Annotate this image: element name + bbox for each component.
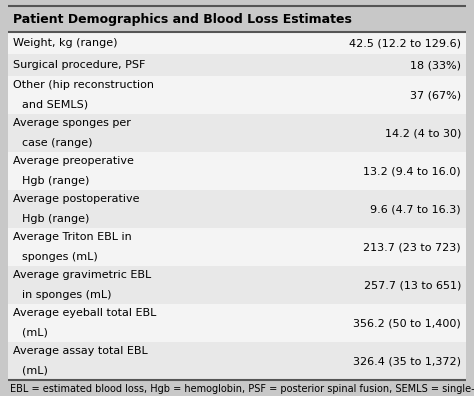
Text: Patient Demographics and Blood Loss Estimates: Patient Demographics and Blood Loss Esti… bbox=[13, 13, 352, 25]
Text: Average assay total EBL: Average assay total EBL bbox=[13, 346, 148, 356]
Bar bbox=[8, 76, 466, 114]
Text: Other (hip reconstruction: Other (hip reconstruction bbox=[13, 80, 154, 91]
Text: Average postoperative: Average postoperative bbox=[13, 194, 139, 204]
Text: 9.6 (4.7 to 16.3): 9.6 (4.7 to 16.3) bbox=[370, 204, 461, 214]
Text: 326.4 (35 to 1,372): 326.4 (35 to 1,372) bbox=[353, 356, 461, 366]
Text: 13.2 (9.4 to 16.0): 13.2 (9.4 to 16.0) bbox=[364, 166, 461, 176]
Text: 37 (67%): 37 (67%) bbox=[410, 90, 461, 100]
Text: Hgb (range): Hgb (range) bbox=[22, 175, 90, 185]
Text: EBL = estimated blood loss, Hgb = hemoglobin, PSF = posterior spinal fusion, SEM: EBL = estimated blood loss, Hgb = hemogl… bbox=[10, 384, 474, 396]
Text: 257.7 (13 to 651): 257.7 (13 to 651) bbox=[364, 280, 461, 290]
Text: 14.2 (4 to 30): 14.2 (4 to 30) bbox=[384, 128, 461, 138]
Text: Average eyeball total EBL: Average eyeball total EBL bbox=[13, 308, 156, 318]
Bar bbox=[8, 304, 466, 342]
Bar bbox=[8, 190, 466, 228]
Text: in sponges (mL): in sponges (mL) bbox=[22, 289, 111, 299]
Text: Average Triton EBL in: Average Triton EBL in bbox=[13, 232, 132, 242]
Bar bbox=[8, 342, 466, 380]
Text: case (range): case (range) bbox=[22, 137, 92, 147]
Text: (mL): (mL) bbox=[22, 366, 48, 375]
Bar bbox=[8, 6, 466, 32]
Bar bbox=[8, 266, 466, 304]
Text: Average sponges per: Average sponges per bbox=[13, 118, 131, 128]
Text: Hgb (range): Hgb (range) bbox=[22, 213, 90, 223]
Text: 42.5 (12.2 to 129.6): 42.5 (12.2 to 129.6) bbox=[349, 38, 461, 48]
Text: and SEMLS): and SEMLS) bbox=[22, 99, 88, 110]
Bar bbox=[8, 228, 466, 266]
Text: 18 (33%): 18 (33%) bbox=[410, 60, 461, 70]
Text: 213.7 (23 to 723): 213.7 (23 to 723) bbox=[364, 242, 461, 252]
Text: Average gravimetric EBL: Average gravimetric EBL bbox=[13, 270, 151, 280]
Text: Weight, kg (range): Weight, kg (range) bbox=[13, 38, 118, 48]
Text: sponges (mL): sponges (mL) bbox=[22, 251, 98, 261]
Bar bbox=[8, 152, 466, 190]
Text: Average preoperative: Average preoperative bbox=[13, 156, 134, 166]
Text: (mL): (mL) bbox=[22, 327, 48, 337]
Text: Surgical procedure, PSF: Surgical procedure, PSF bbox=[13, 60, 146, 70]
Text: 356.2 (50 to 1,400): 356.2 (50 to 1,400) bbox=[353, 318, 461, 328]
Bar bbox=[8, 114, 466, 152]
Bar bbox=[8, 32, 466, 54]
Bar bbox=[8, 54, 466, 76]
